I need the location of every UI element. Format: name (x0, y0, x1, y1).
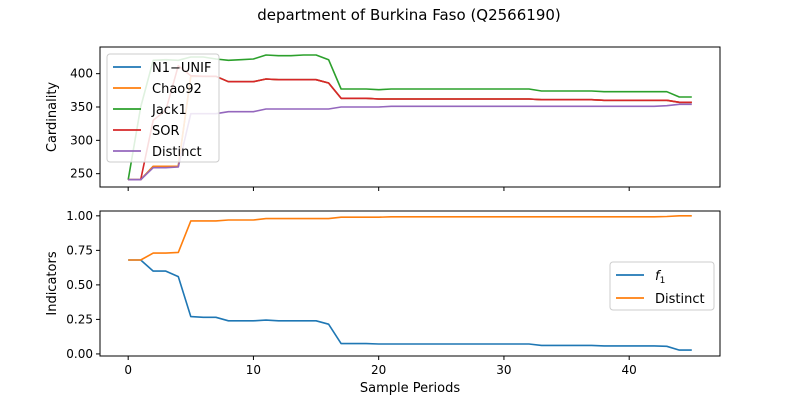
legend: N1−UNIF Chao92 Jack1 SOR Distinct (106, 53, 220, 163)
legend-label: Distinct (152, 145, 202, 160)
y-tick-label: 400 (70, 67, 93, 81)
y-tick-label: 0.25 (66, 312, 93, 326)
y-tick-label: 250 (70, 167, 93, 181)
y-tick-label: 350 (70, 100, 93, 114)
x-tick-label: 20 (371, 363, 386, 377)
legend-label: f1 (655, 269, 665, 286)
legend: f1 Distinct (609, 261, 715, 311)
legend-label: SOR (152, 124, 180, 139)
x-axis-label: Sample Periods (360, 381, 460, 396)
y-tick-label: 0.75 (66, 243, 93, 257)
x-tick-label: 10 (246, 363, 261, 377)
series-line-sor (128, 64, 692, 181)
legend-label: Distinct (655, 292, 705, 307)
series-line-f1 (128, 259, 692, 351)
x-tick-label: 30 (496, 363, 511, 377)
legend-label: Jack1 (151, 103, 187, 118)
panel-2: 0.00 0.25 0.50 0.75 1.00 0 10 20 30 40 Indicators S… (45, 209, 721, 396)
panel-1: 250 300 350 400 Cardinality N1−UNIF Chao92 Jack… (45, 46, 721, 191)
axes-frame (99, 210, 721, 357)
series-line-jack1 (127, 54, 692, 180)
legend-label: N1−UNIF (152, 61, 211, 76)
panels: 250300350400CardinalityN1−UNIFChao92Jack… (45, 46, 721, 396)
legend-box (106, 53, 220, 163)
series-line-distinct (128, 103, 692, 181)
figure-title: department of Burkina Faso (Q2566190) (257, 6, 561, 24)
y-axis-label: Cardinality (45, 82, 60, 153)
x-tick-label: 40 (622, 363, 637, 377)
y-axis-label: Indicators (45, 251, 60, 315)
x-tick-label: 0 (124, 363, 132, 377)
y-tick-label: 0.50 (66, 278, 93, 292)
axes-frame (99, 46, 721, 188)
y-tick-label: 0.00 (66, 347, 93, 361)
legend-label: Chao92 (152, 82, 202, 97)
y-tick-label: 300 (70, 133, 93, 147)
series-line-distinct (128, 215, 692, 261)
y-tick-label: 1.00 (66, 209, 93, 223)
